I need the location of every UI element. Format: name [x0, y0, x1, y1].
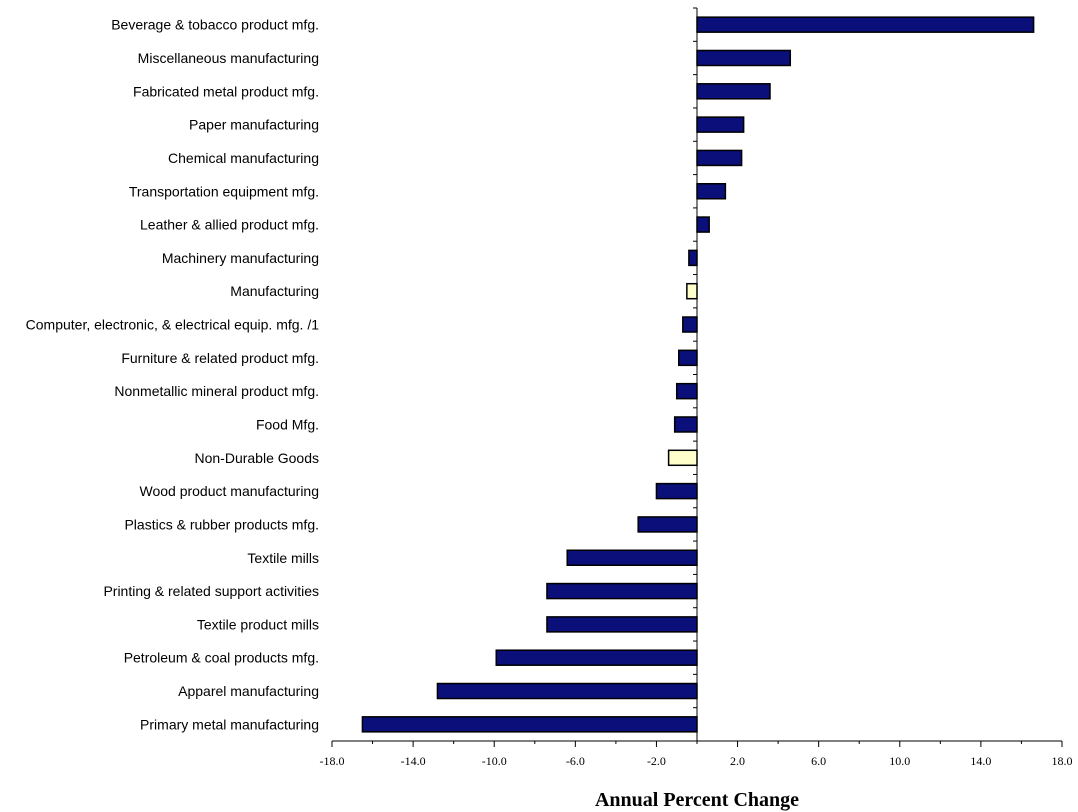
bar — [696, 216, 710, 233]
bar — [546, 582, 698, 600]
bar — [682, 316, 698, 333]
x-axis-title: Annual Percent Change — [595, 789, 799, 811]
axes-layer — [331, 7, 1063, 747]
bar — [566, 549, 698, 566]
x-tick-label: 14.0 — [970, 754, 991, 768]
category-label: Food Mfg. — [256, 416, 319, 432]
bar — [546, 616, 698, 633]
bar — [696, 49, 792, 67]
category-label: Miscellaneous manufacturing — [138, 50, 319, 66]
category-label: Manufacturing — [230, 283, 319, 299]
bar — [637, 516, 698, 533]
bar — [696, 149, 743, 167]
bar — [495, 649, 698, 666]
category-label: Beverage & tobacco product mfg. — [111, 17, 319, 33]
x-tick-label: 6.0 — [811, 754, 826, 768]
category-label: Wood product manufacturing — [139, 483, 319, 499]
x-tick-label: 2.0 — [730, 754, 745, 768]
category-label: Non-Durable Goods — [194, 450, 319, 466]
bar — [655, 482, 698, 500]
x-tick-label: -6.0 — [566, 754, 585, 768]
bar — [696, 83, 771, 100]
x-tick-label: -18.0 — [320, 754, 345, 768]
bar — [696, 16, 1035, 33]
category-label: Printing & related support activities — [103, 583, 319, 599]
category-label: Primary metal manufacturing — [140, 716, 319, 732]
bar — [696, 116, 745, 133]
x-tick-label: -2.0 — [647, 754, 666, 768]
category-label: Leather & allied product mfg. — [140, 217, 319, 233]
bar — [673, 416, 698, 433]
category-label: Chemical manufacturing — [168, 150, 319, 166]
x-tick-label: 18.0 — [1052, 754, 1073, 768]
bar — [678, 349, 698, 367]
bar — [436, 682, 698, 700]
bar — [696, 183, 727, 200]
bar — [361, 716, 698, 733]
category-label: Nonmetallic mineral product mfg. — [114, 383, 319, 399]
bar — [675, 382, 698, 400]
category-label: Petroleum & coal products mfg. — [124, 650, 319, 666]
category-label: Furniture & related product mfg. — [121, 350, 319, 366]
bar — [667, 449, 698, 467]
bar — [688, 249, 698, 267]
category-label: Machinery manufacturing — [162, 250, 319, 266]
category-label: Plastics & rubber products mfg. — [124, 516, 319, 532]
category-label: Fabricated metal product mfg. — [133, 83, 319, 99]
category-label: Textile product mills — [197, 616, 319, 632]
category-label: Textile mills — [247, 550, 319, 566]
bars-layer — [361, 16, 1035, 733]
category-label: Transportation equipment mfg. — [129, 183, 319, 199]
x-tick-label: -10.0 — [482, 754, 507, 768]
x-tick-label: 10.0 — [889, 754, 910, 768]
labels-layer: Beverage & tobacco product mfg. Miscellan… — [26, 17, 1073, 768]
category-label: Paper manufacturing — [189, 117, 319, 133]
bar — [686, 282, 698, 300]
category-label: Computer, electronic, & electrical equip… — [26, 317, 320, 333]
x-tick-label: -14.0 — [401, 754, 426, 768]
category-label: Apparel manufacturing — [178, 683, 319, 699]
